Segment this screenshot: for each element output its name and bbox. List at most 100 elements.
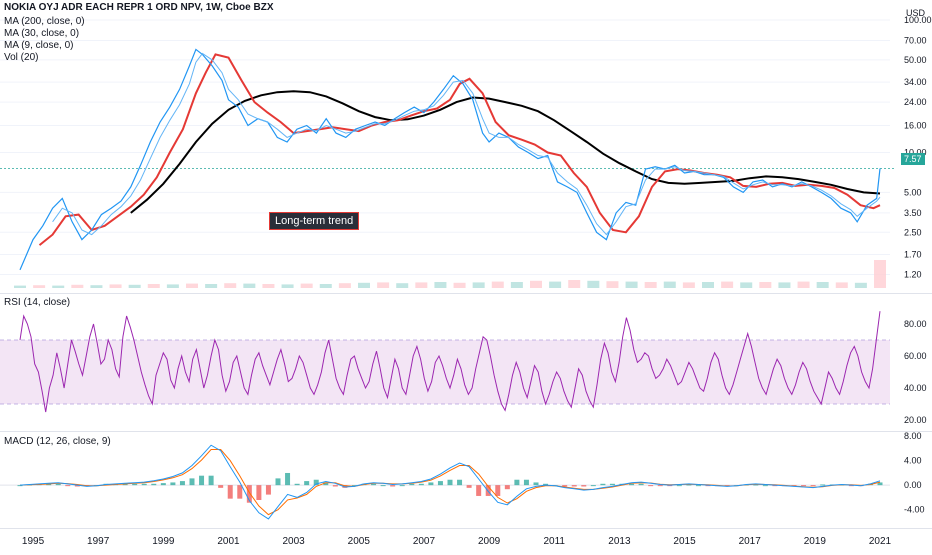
macd-histogram-bar [151,483,157,486]
macd-line[interactable] [19,444,881,520]
year-tick-label: 2007 [413,536,436,547]
macd-tick-label: 0.00 [904,480,922,490]
rsi-tick-label: 80.00 [904,319,927,329]
year-tick-label: 1997 [87,536,110,547]
volume-bar [663,281,676,288]
macd-histogram-bar [523,479,529,486]
price-tick-label: 70.00 [904,36,927,46]
last-price-flag: 7.57 [901,153,925,165]
volume-bar [338,283,351,288]
macd-histogram-bar [753,484,759,486]
rsi-tick-label: 60.00 [904,351,927,361]
macd-histogram-bar [246,485,252,503]
year-tick-label: 1995 [22,536,45,547]
volume-bar [530,280,542,288]
macd-histogram-bar [504,485,510,490]
macd-histogram-bar [848,485,854,487]
price-tick-label: 16.00 [904,120,927,130]
price-tick-label: 50.00 [904,55,927,65]
year-tick-label: 2009 [478,536,501,547]
macd-histogram-bar [170,482,176,486]
macd-histogram-bar [600,483,606,486]
volume-bar [491,281,504,288]
macd-histogram-bar [160,483,166,486]
volume-bar [396,283,409,288]
macd-tick-label: 4.00 [904,456,922,466]
volume-bar [147,284,160,288]
volume-bar [166,284,179,288]
macd-histogram-bar [495,485,501,496]
macd-histogram-bar [762,485,768,487]
rsi-label[interactable]: RSI (14, close) [4,297,71,308]
macd-histogram-bar [820,484,826,486]
rsi-tick-label: 40.00 [904,383,927,393]
macd-histogram-bar [390,485,396,487]
volume-bar [453,282,466,288]
pane-separator-macd[interactable] [0,431,932,432]
macd-histogram-bar [141,483,147,486]
macd-histogram-bar [562,485,568,487]
year-tick-label: 2015 [673,536,696,547]
volume-bar [702,282,714,288]
volume-bar [797,281,810,288]
macd-histogram-bar [772,485,778,487]
macd-histogram-bar [686,484,692,486]
year-tick-label: 2013 [608,536,631,547]
long-term-trend-annotation[interactable]: Long-term trend [269,212,360,230]
macd-histogram-bar [581,485,587,487]
macd-histogram-bar [609,483,615,486]
macd-histogram-bar [695,485,701,487]
macd-histogram-bar [418,483,424,486]
year-tick-label: 2011 [543,536,565,547]
macd-histogram-bar [55,483,61,486]
currency-label: USD [906,8,926,18]
macd-histogram-bar [227,485,233,499]
volume-bar [568,280,581,288]
volume-bar [205,284,218,288]
time-axis-separator [0,528,932,529]
volume-bar [109,284,122,288]
macd-histogram-bar [46,483,52,486]
price-tick-label: 1.20 [904,270,922,280]
macd-histogram-bar [810,485,816,487]
price-line[interactable] [19,48,881,271]
price-tick-label: 34.00 [904,77,927,87]
macd-histogram-bar [476,485,482,496]
legend-ma200[interactable]: MA (200, close, 0) [4,16,85,27]
rsi-line[interactable] [19,311,881,413]
macd-histogram-bar [590,485,596,487]
volume-bar [759,282,772,288]
price-tick-label: 1.70 [904,249,922,259]
volume-bar [377,282,390,288]
macd-histogram-bar [332,485,338,487]
legend-ma9[interactable]: MA (9, close, 0) [4,40,74,51]
macd-histogram-bar [801,485,807,487]
volume-bar [128,284,141,288]
volume-bar [358,282,370,288]
ma200-line[interactable] [130,90,881,214]
macd-histogram-bar [17,485,23,487]
legend-vol[interactable]: Vol (20) [4,52,39,63]
ma30-line[interactable] [38,53,881,246]
macd-histogram-bar [285,472,291,486]
volume-bar [90,285,103,288]
volume-bar [300,283,313,288]
macd-histogram-bar [294,483,300,486]
macd-histogram-bar [428,482,434,486]
volume-bar [33,285,46,288]
macd-histogram-bar [399,485,405,487]
price-tick-label: 10.00 [904,148,927,158]
macd-histogram-bar [256,485,262,501]
legend-ma30[interactable]: MA (30, close, 0) [4,28,80,39]
volume-bar [835,282,848,288]
rsi-band [0,340,890,404]
volume-bar [243,283,256,288]
ma9-line[interactable] [52,52,881,236]
macd-histogram-bar [275,478,281,486]
pane-separator-rsi[interactable] [0,293,932,294]
volume-bar [510,282,523,288]
macd-label[interactable]: MACD (12, 26, close, 9) [4,436,111,447]
volume-bar [262,284,275,288]
macd-histogram-bar [371,483,377,486]
